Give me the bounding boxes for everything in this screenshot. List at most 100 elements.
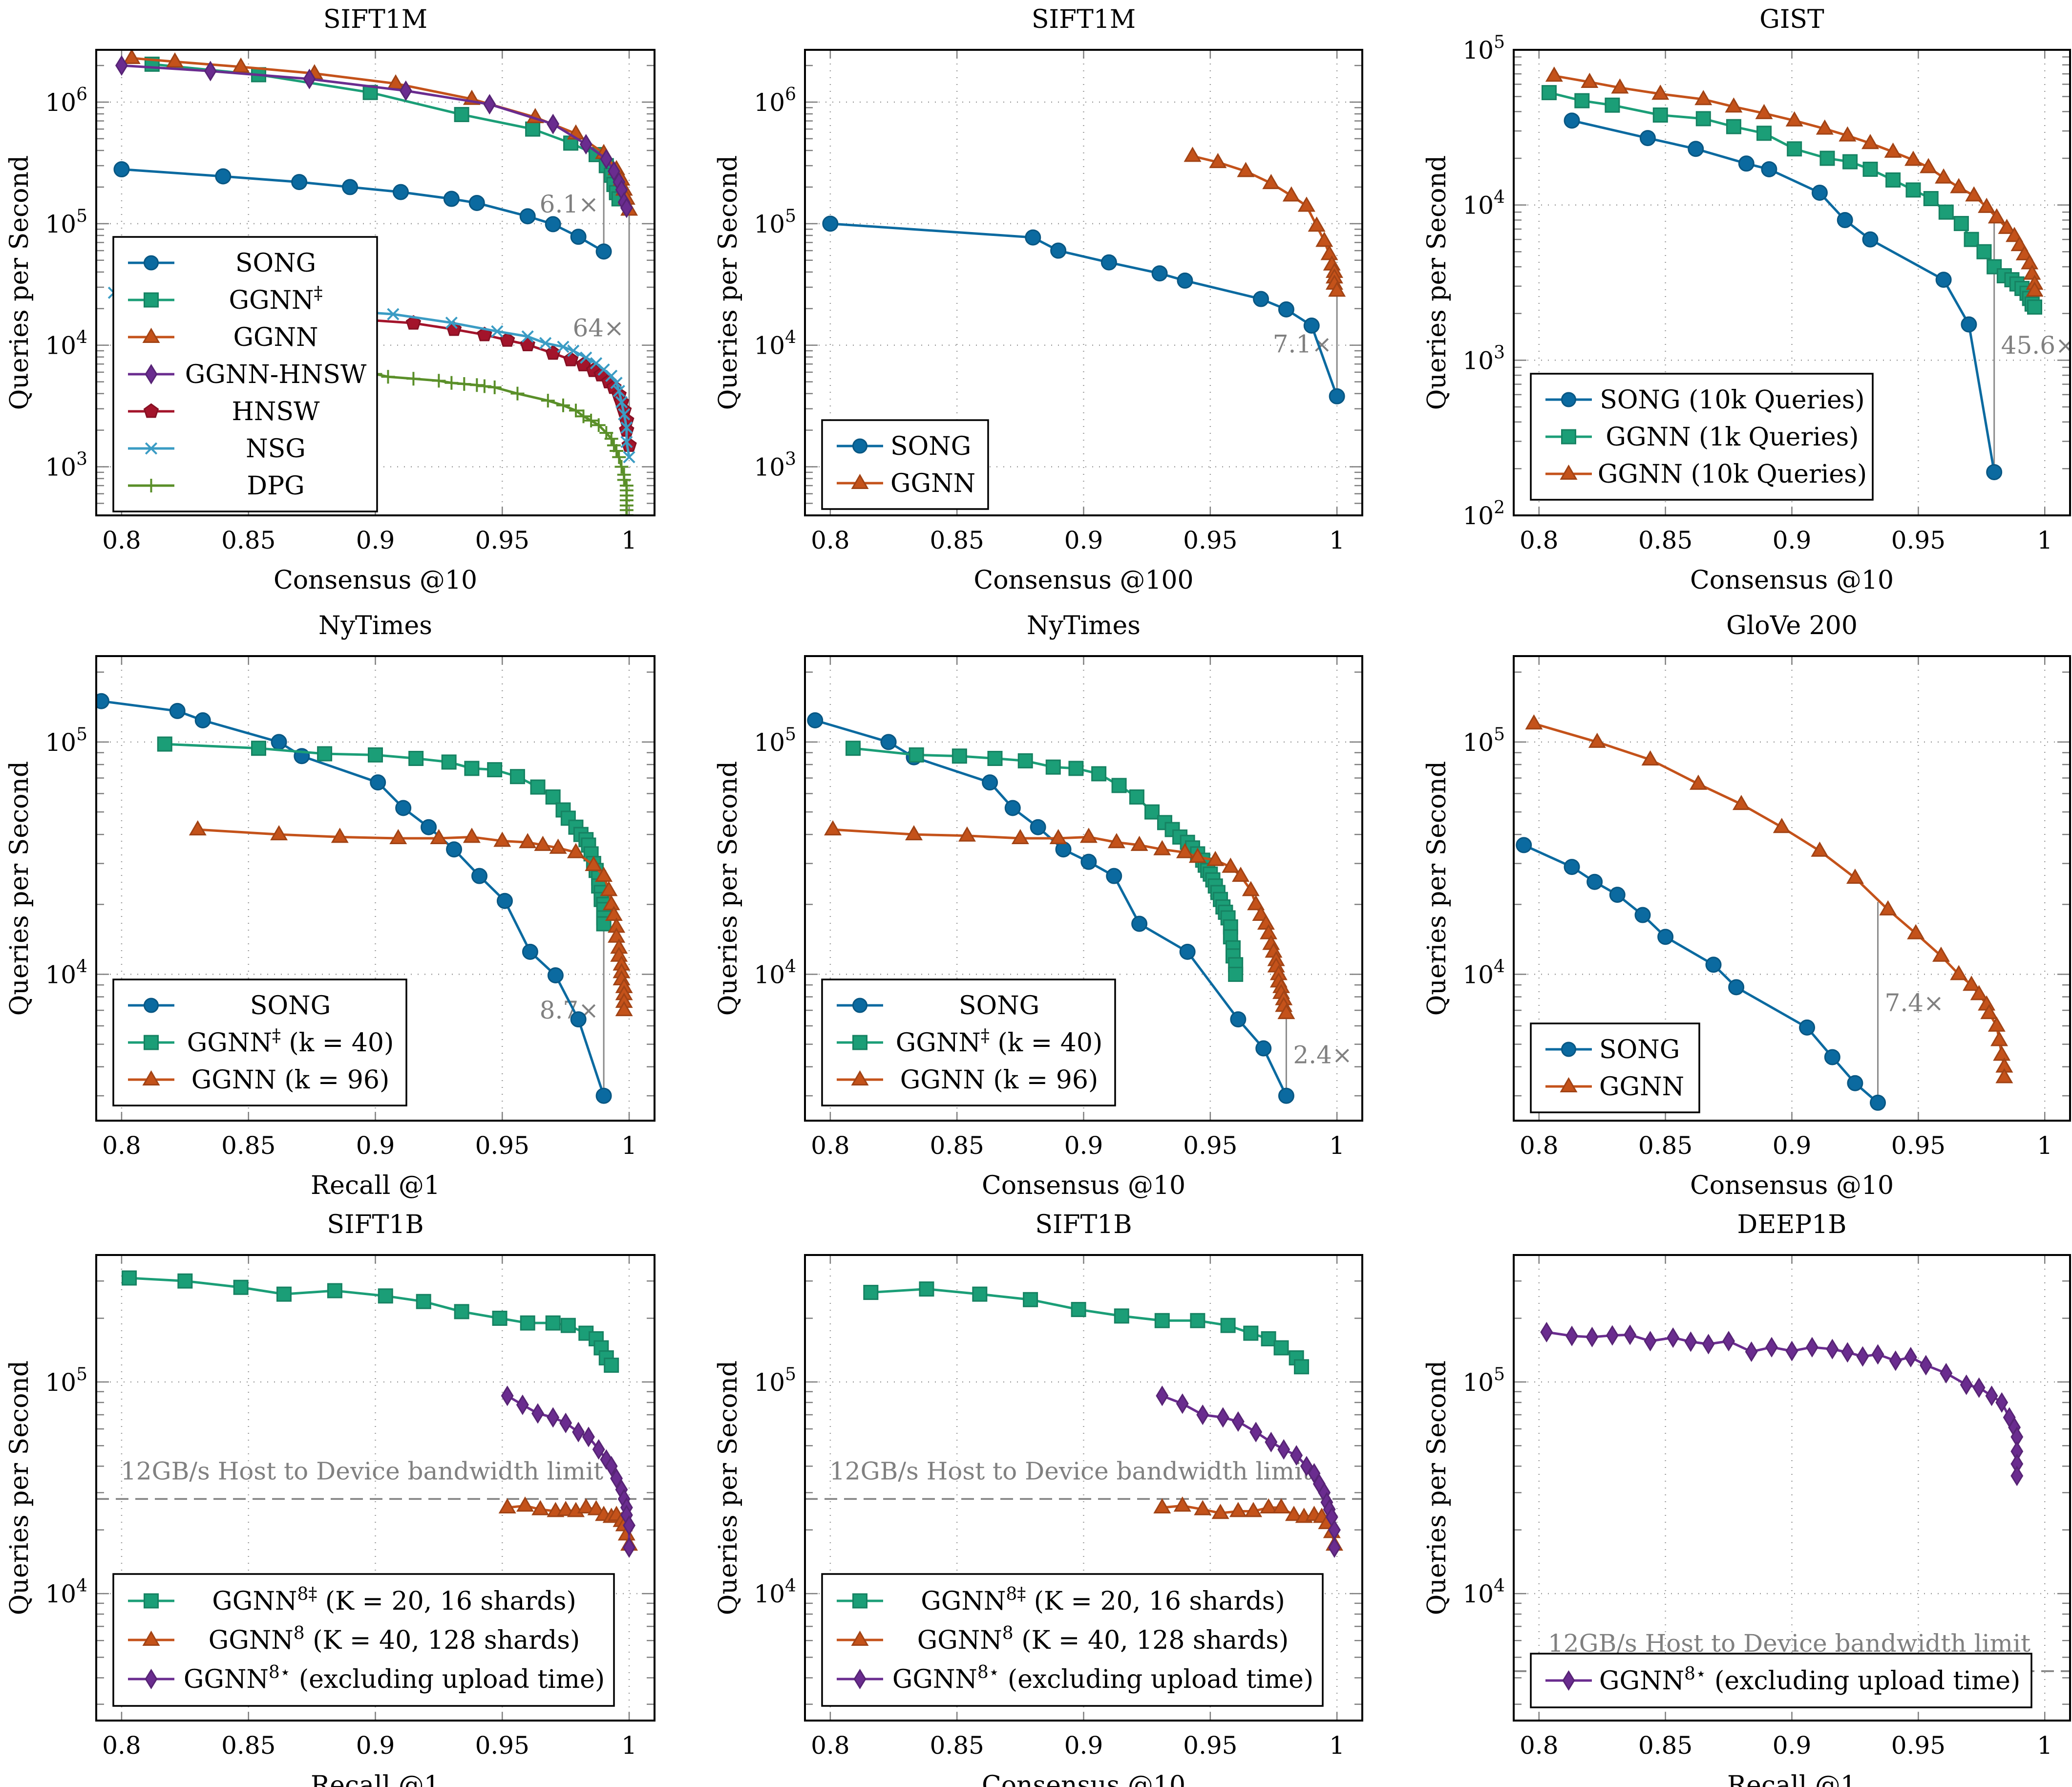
x-tick-label: 1 bbox=[1329, 1731, 1345, 1760]
y-axis-label: Queries per Second bbox=[5, 761, 34, 1016]
data-point bbox=[177, 1273, 193, 1289]
series-line bbox=[853, 747, 1237, 975]
square-marker-icon bbox=[852, 1593, 867, 1609]
data-point bbox=[1184, 147, 1202, 162]
speedup-label: 6.1× bbox=[540, 190, 599, 218]
data-point bbox=[1209, 153, 1227, 169]
data-point bbox=[1932, 946, 1950, 962]
data-point bbox=[276, 1286, 292, 1302]
plot-frame bbox=[804, 49, 1363, 516]
x-tick-label: 0.9 bbox=[1064, 1131, 1103, 1160]
x-tick-label: 1 bbox=[621, 1731, 637, 1760]
data-point bbox=[1987, 208, 2006, 224]
data-point bbox=[1179, 943, 1196, 960]
data-point bbox=[1253, 291, 1269, 307]
data-point bbox=[1995, 1068, 2013, 1084]
data-point bbox=[592, 1439, 605, 1460]
data-point bbox=[1153, 1498, 1171, 1513]
data-point bbox=[291, 174, 308, 191]
x-tick-label: 1 bbox=[621, 1131, 637, 1160]
square-marker-icon bbox=[144, 1593, 159, 1609]
data-point bbox=[1222, 857, 1240, 873]
data-point bbox=[370, 774, 386, 791]
data-point bbox=[1787, 141, 1802, 157]
y-tick-label: 106 bbox=[45, 85, 87, 117]
data-point bbox=[270, 825, 288, 841]
chart-panel-sift1b-consensus10: SIFT1B 0.8 0.85 0.9 0.95 1 104 105 Consensus @10… bbox=[714, 1210, 1363, 1787]
circle-marker-icon bbox=[144, 255, 159, 271]
legend: SONG GGNN‡ (k = 40) GGNN (k = 96) bbox=[821, 979, 1116, 1106]
data-point bbox=[1173, 1496, 1191, 1512]
series-song-10k-queries- bbox=[1564, 112, 2003, 480]
chart-title: GloVe 200 bbox=[1726, 611, 1858, 640]
legend-box bbox=[112, 1573, 615, 1707]
chart-title: SIFT1B bbox=[327, 1210, 423, 1239]
data-point bbox=[620, 197, 633, 218]
x-tick-label: 0.8 bbox=[811, 1131, 850, 1160]
data-point bbox=[157, 736, 172, 752]
data-point bbox=[1206, 851, 1225, 866]
data-point bbox=[547, 967, 564, 984]
x-tick-label: 0.8 bbox=[811, 526, 850, 554]
data-point bbox=[1641, 750, 1659, 766]
diamond-marker-icon bbox=[145, 1668, 158, 1690]
series-ggnn- bbox=[144, 56, 627, 207]
data-point bbox=[623, 1537, 636, 1558]
data-point bbox=[605, 369, 618, 382]
data-point bbox=[2015, 245, 2033, 260]
data-point bbox=[1990, 1031, 2009, 1046]
legend-label: GGNN‡ bbox=[229, 283, 322, 315]
data-point bbox=[520, 1315, 535, 1331]
speedup-label: 2.4× bbox=[1293, 1041, 1352, 1069]
data-point bbox=[618, 408, 631, 421]
series-ggnn-k-96- bbox=[189, 820, 633, 1017]
data-point bbox=[1300, 1456, 1313, 1477]
legend-label: SONG bbox=[959, 991, 1039, 1021]
plot-area: 12GB/s Host to Device bandwidth limit bbox=[1514, 1321, 2070, 1672]
data-point bbox=[1970, 985, 1988, 1000]
data-point bbox=[560, 1318, 576, 1333]
data-point bbox=[166, 52, 184, 68]
data-point bbox=[1950, 178, 1968, 193]
series-line bbox=[129, 1276, 613, 1366]
data-point bbox=[1964, 232, 1979, 247]
chart-title: DEEP1B bbox=[1737, 1210, 1847, 1239]
data-point bbox=[1177, 272, 1193, 289]
data-point bbox=[539, 337, 552, 350]
legend-item: SONG bbox=[128, 991, 331, 1021]
x-tick-label: 0.95 bbox=[1891, 1131, 1945, 1160]
data-point bbox=[567, 843, 585, 858]
square-marker-icon bbox=[144, 292, 159, 308]
data-point bbox=[204, 61, 217, 82]
legend-label: GGNN8⋆ (excluding upload time) bbox=[184, 1662, 605, 1694]
data-point bbox=[1586, 1326, 1599, 1348]
triangle-marker-icon bbox=[851, 1070, 869, 1085]
series-ggnn8-excluding-upload-time- bbox=[501, 1385, 636, 1558]
data-point bbox=[1756, 126, 1772, 141]
plot-frame bbox=[1513, 49, 2071, 516]
data-point bbox=[251, 741, 267, 756]
data-point bbox=[1303, 317, 1320, 334]
legend-item: GGNN (10k Queries) bbox=[1545, 460, 1867, 489]
data-point bbox=[1004, 800, 1021, 816]
data-point bbox=[572, 1422, 585, 1443]
data-point bbox=[1728, 979, 1745, 996]
pentagon-marker-icon bbox=[143, 403, 159, 418]
x-tick-label: 0.85 bbox=[221, 526, 275, 554]
data-point bbox=[982, 774, 998, 791]
x-axis-label: Consensus @10 bbox=[1690, 1171, 1894, 1200]
data-point bbox=[1545, 66, 1563, 82]
data-point bbox=[807, 712, 824, 729]
data-point bbox=[2010, 1466, 2024, 1487]
data-point bbox=[510, 386, 525, 401]
x-tick-label: 0.8 bbox=[1520, 526, 1559, 554]
data-point bbox=[1923, 191, 1939, 207]
data-point bbox=[464, 761, 480, 776]
data-point bbox=[430, 829, 448, 845]
chart-panel-deep1b-recall1: DEEP1B 0.8 0.85 0.9 0.95 1 104 105 Recall @1 Quer… bbox=[1422, 1210, 2071, 1787]
y-axis-label: Queries per Second bbox=[5, 155, 34, 410]
x-tick-label: 0.85 bbox=[930, 1131, 984, 1160]
plot-frame bbox=[95, 1254, 655, 1722]
data-point bbox=[303, 68, 316, 89]
data-point bbox=[457, 377, 471, 391]
